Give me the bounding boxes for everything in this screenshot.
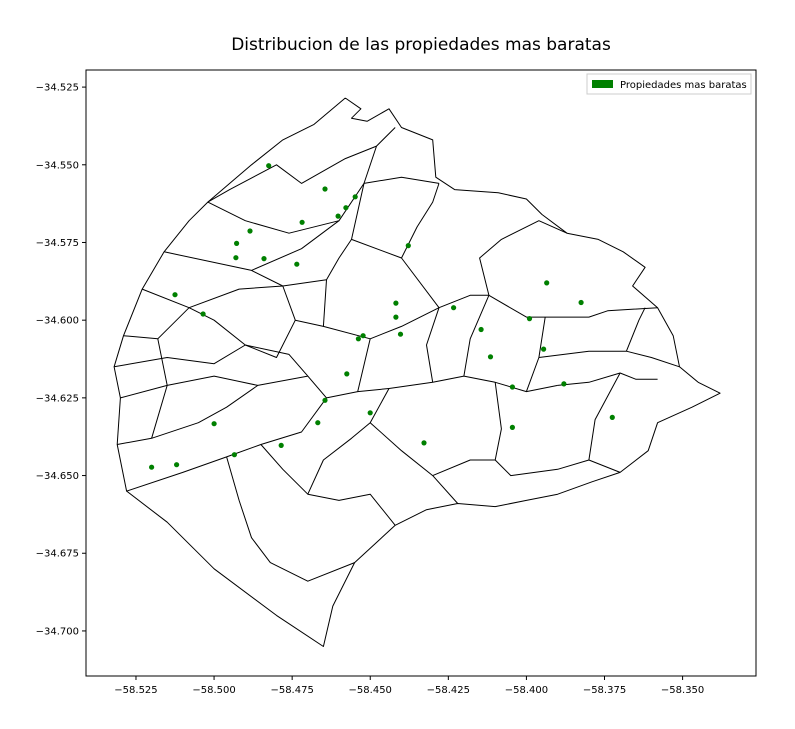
property-point [352,194,358,200]
barrio-boundary [307,388,390,495]
property-point [266,163,272,169]
property-point [541,346,547,352]
y-tick-label: −34.675 [36,549,79,560]
barrio-boundary [260,444,396,526]
legend-box [586,73,752,95]
barrio-boundary [479,220,568,296]
property-point [231,452,237,458]
x-tick-label: −58.500 [192,685,235,696]
property-point [315,420,321,426]
barrio-boundary [163,220,340,271]
barrio-boundary [226,456,355,582]
barrio-boundary [245,338,371,399]
property-point [561,381,567,387]
property-point [322,186,328,192]
y-tick-label: −34.525 [36,83,79,94]
property-point [233,255,239,261]
x-tick-label: −58.425 [427,685,470,696]
chart-title: Distribucion de las propiedades mas bara… [231,35,611,55]
property-point [544,280,550,286]
property-point [172,292,178,298]
barrio-boundary [588,372,621,461]
legend: Propiedades mas baratas [586,73,752,95]
x-tick-label: −58.350 [661,685,704,696]
barrio-boundary [207,145,377,234]
barrio-boundary [251,176,440,287]
barrio-boundary [151,338,168,439]
barrio-boundary [432,382,502,477]
x-tick-label: −58.400 [505,685,548,696]
barrio-boundary [388,375,558,393]
property-point [393,314,399,320]
barrio-boundary [117,384,259,445]
y-axis: −34.525 −34.550 −34.575 −34.600 −34.625 −34.6… [36,83,86,637]
barrio-boundary [426,307,440,383]
barrio-boundary [142,288,296,358]
property-point [487,354,494,360]
property-point [609,414,615,420]
property-point [299,219,305,225]
property-point [343,205,349,211]
map-boundaries [113,97,721,647]
property-point [278,442,284,448]
y-tick-label: −34.600 [36,316,79,327]
barrio-boundary [126,397,327,492]
barrio-boundary [494,459,621,477]
property-point [578,299,584,306]
property-point [211,421,217,427]
property-point [200,311,206,317]
barrio-boundary [625,307,646,352]
property-point [247,228,253,234]
x-tick-label: −58.375 [583,685,626,696]
x-axis: −58.525 −58.500 −58.475 −58.450 −58.425 −58.4… [114,676,704,696]
plot-frame [85,69,757,677]
y-tick-label: −34.625 [36,393,79,404]
property-point [367,410,373,416]
barrio-boundary [120,375,308,399]
legend-swatch [592,80,613,88]
x-tick-label: −58.525 [114,685,157,696]
barrio-boundary [207,127,396,203]
property-point [294,261,300,267]
barrio-boundary [463,295,490,377]
property-point [344,371,350,377]
data-points [149,163,615,470]
property-point [509,384,515,390]
property-point [421,440,427,446]
barrio-boundary [401,183,440,259]
property-point [509,424,515,430]
property-point [526,316,533,322]
property-point [360,333,366,339]
barrio-boundary [557,372,658,386]
x-tick-label: −58.450 [349,685,392,696]
barrio-boundary [323,294,658,340]
barrio-boundary [538,350,680,368]
barrio-boundary [351,238,440,309]
property-point [149,464,155,470]
property-point [478,326,484,333]
barrio-boundary [369,422,459,504]
property-point [451,305,457,311]
y-tick-label: −34.650 [36,471,79,482]
property-point [261,256,267,262]
barrio-boundary [188,279,327,327]
property-point [397,331,404,337]
barrio-boundary [114,344,246,368]
property-point [322,397,328,403]
y-tick-label: −34.575 [36,238,79,249]
property-point [393,300,399,306]
property-point [355,336,361,342]
property-point [405,243,411,249]
property-point [174,462,180,468]
legend-label: Propiedades mas baratas [620,80,747,91]
y-tick-label: −34.550 [36,160,79,171]
y-tick-label: −34.700 [36,626,79,637]
property-point [335,213,341,219]
barrio-boundary [525,317,546,392]
property-point [234,240,240,246]
barrio-boundary [113,97,721,647]
x-tick-label: −58.475 [270,685,313,696]
